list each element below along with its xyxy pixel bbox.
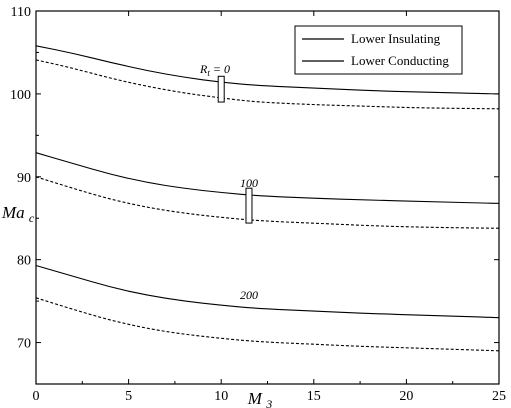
- x-axis-title-main: M: [247, 389, 263, 408]
- curve-label-rt0-value: = 0: [210, 62, 230, 76]
- x-tick-label-10: 10: [214, 389, 228, 404]
- legend-box: [294, 25, 463, 75]
- y-axis-title-subscript: c: [29, 211, 35, 225]
- series-line-4-dashed: [35, 176, 500, 229]
- y-tick-label-100: 100: [10, 88, 31, 103]
- curve-break-markers: [217, 75, 253, 224]
- curve-label-100: 100: [240, 176, 258, 190]
- x-axis-title-subscript: 3: [265, 397, 272, 408]
- y-axis-title: Ma c: [1, 203, 35, 225]
- break-marker-rt0: [217, 75, 225, 103]
- x-tick-label-0: 0: [33, 389, 40, 404]
- y-tick-label-80: 80: [17, 254, 31, 269]
- curve-label-rt0: Rt = 0: [199, 62, 230, 78]
- y-tick-label-70: 70: [17, 337, 31, 352]
- legend-label-insulating: Lower Insulating: [351, 31, 441, 46]
- series-line-3-solid: [35, 152, 500, 204]
- curve-label-200: 200: [240, 288, 258, 302]
- x-tick-label-5: 5: [125, 389, 132, 404]
- x-tick-label-15: 15: [307, 389, 321, 404]
- legend-label-conducting: Lower Conducting: [351, 53, 449, 68]
- x-tick-label-25: 25: [492, 389, 506, 404]
- legend: Lower Insulating Lower Conducting: [294, 25, 463, 75]
- x-axis-title: M 3: [247, 389, 272, 408]
- x-tick-label-20: 20: [399, 389, 413, 404]
- tick-labels: 0 5 10 15 20 25 70 80 90 100 110: [10, 5, 506, 404]
- series-line-6-dashed: [35, 297, 500, 352]
- curve-label-rt0-subscript: t: [207, 68, 210, 78]
- curve-label-rt0-symbol: R: [199, 62, 208, 76]
- y-tick-label-90: 90: [17, 171, 31, 186]
- break-marker-100: [245, 187, 253, 224]
- y-axis-title-main: Ma: [1, 203, 25, 222]
- y-tick-label-110: 110: [11, 5, 31, 20]
- curves-layer: [35, 45, 500, 352]
- series-line-5-solid: [35, 264, 500, 319]
- axis-ticks: [35, 10, 500, 384]
